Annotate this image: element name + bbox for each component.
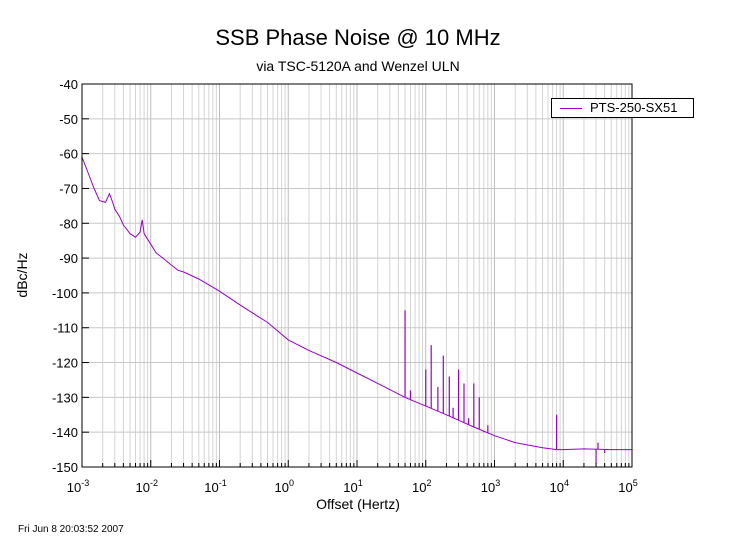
y-tick-label: -140 [52,425,78,440]
ticks-layer [81,83,633,468]
chart-subtitle: via TSC-5120A and Wenzel ULN [256,58,460,74]
y-tick-label: -90 [59,251,78,266]
legend-label: PTS-250-SX51 [590,100,678,115]
y-tick-label: -150 [52,460,78,475]
x-tick-label: 102 [412,478,431,495]
y-tick-label: -40 [59,77,78,92]
series-line [81,156,632,451]
x-tick-label: 104 [550,478,569,495]
chart-title: SSB Phase Noise @ 10 MHz [215,25,501,50]
y-tick-label: -60 [59,147,78,162]
y-tick-label: -110 [53,321,78,336]
x-tick-label: 101 [343,478,362,495]
y-tick-label: -100 [52,286,78,301]
x-tick-label: 100 [275,478,294,495]
x-tick-label: 105 [618,478,637,495]
x-tick-label: 10-3 [67,478,89,495]
y-tick-label: -130 [52,390,78,405]
grid-major [81,84,633,467]
x-tick-label: 10-1 [204,478,226,495]
y-tick-label: -50 [59,112,78,127]
x-axis-label: Offset (Hertz) [316,496,400,512]
series-layer [81,156,632,464]
legend-swatch [560,108,582,109]
legend: PTS-250-SX51 [551,98,694,118]
x-tick-label: 103 [481,478,500,495]
y-axis-label: dBc/Hz [14,252,30,298]
y-tick-label: -120 [52,356,78,371]
timestamp: Fri Jun 8 20:03:52 2007 [18,524,124,535]
y-tick-label: -70 [59,181,78,196]
y-tick-label: -80 [59,216,78,231]
x-tick-labels: 10-3 10-2 10-1 100 101 102 103 104 105 [67,478,638,495]
grid-minor [102,84,630,467]
y-tick-labels: -40 -50 -60 -70 -80 -90 -100 -110 -120 -130 -140 -1… [52,77,78,475]
x-tick-label: 10-2 [136,478,158,495]
